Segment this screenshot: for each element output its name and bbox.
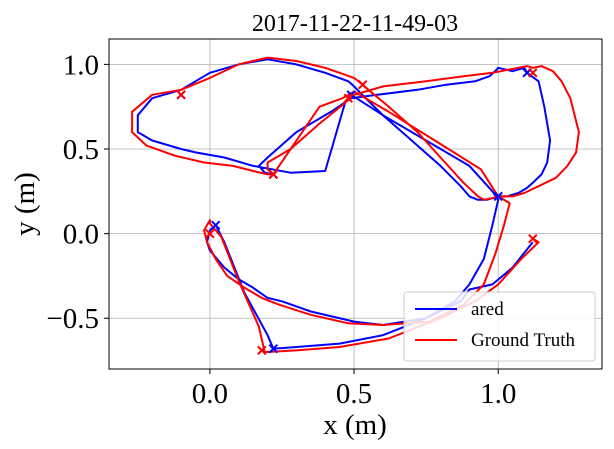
y-tick-label: 0.5 <box>63 134 99 166</box>
x-marker <box>210 220 221 230</box>
legend-label-ared: ared <box>471 299 504 320</box>
x-marker <box>268 169 279 180</box>
x-marker <box>528 68 538 78</box>
y-tick-label: −0.5 <box>46 303 99 335</box>
plot-frame <box>108 38 603 370</box>
series-lines <box>131 56 580 354</box>
x-marker <box>493 191 503 202</box>
x-marker <box>268 343 279 354</box>
x-marker <box>205 228 215 239</box>
tick-labels: 0.0 0.5 1.0 −0.5 0.0 0.5 1.0 <box>46 49 516 410</box>
series-line-ground-truth <box>131 56 580 354</box>
x-tick-label: 1.0 <box>480 378 516 410</box>
series-markers <box>176 68 538 356</box>
y-tick-label: 0.0 <box>63 219 99 251</box>
x-marker <box>343 93 353 103</box>
y-axis-label: y (m) <box>9 172 41 236</box>
x-tick-label: 0.5 <box>336 378 372 410</box>
legend: ared Ground Truth <box>403 291 596 362</box>
y-tick-label: 1.0 <box>63 49 99 81</box>
x-tick-label: 0.0 <box>192 378 228 410</box>
x-marker <box>176 90 186 100</box>
legend-label-ground-truth: Ground Truth <box>471 330 575 351</box>
x-marker <box>257 345 267 356</box>
chart-title: 2017-11-22-11-49-03 <box>252 11 458 37</box>
x-marker <box>358 79 368 90</box>
x-marker <box>528 233 538 244</box>
x-axis-label: x (m) <box>323 409 387 441</box>
